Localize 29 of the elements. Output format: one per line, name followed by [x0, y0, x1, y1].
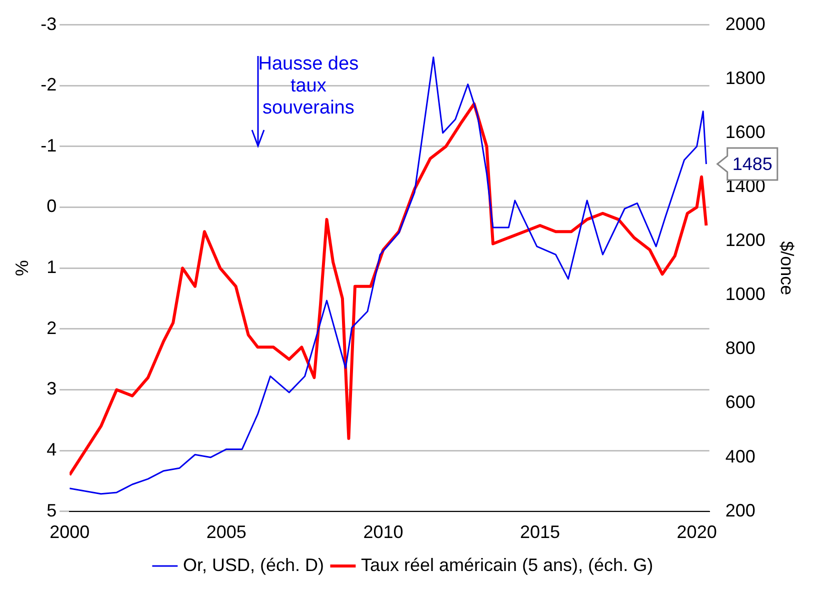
y-axis-title: %	[12, 260, 32, 276]
y-tick-label: 0	[46, 196, 57, 216]
y-tick-label: 1	[46, 257, 57, 278]
x-tick-label: 2015	[520, 522, 560, 542]
y2-axis-title: $/once	[777, 241, 798, 296]
y-tick-label: 2	[46, 318, 57, 338]
y-tick-label: -1	[40, 135, 57, 156]
y-tick-label: 5	[46, 500, 57, 520]
y2-tick-label: 2000	[725, 14, 766, 34]
data-label: 1485	[732, 154, 772, 174]
y2-tick-label: 800	[725, 338, 756, 358]
y2-tick-label: 400	[725, 446, 756, 466]
x-tick-label: 2010	[363, 522, 404, 542]
annotation: Hausse des taux souverains	[258, 54, 359, 119]
x-tick-label: 2005	[206, 522, 246, 542]
y2-tick-label: 1800	[725, 68, 766, 88]
y2-tick-label: 1600	[725, 122, 766, 142]
y-tick-label: -2	[40, 74, 57, 95]
y-tick-label: 4	[46, 440, 57, 460]
y-tick-label: -3	[40, 14, 57, 34]
y2-tick-label: 600	[725, 392, 756, 412]
legend-label: Or, USD, (éch. D)	[182, 554, 324, 575]
x-tick-label: 2000	[50, 522, 90, 542]
x-tick-label: 2020	[676, 522, 717, 542]
y-tick-label: 3	[46, 378, 57, 399]
y2-tick-label: 1200	[725, 230, 766, 250]
legend-label: Taux réel américain (5 ans), (éch. G)	[360, 554, 654, 575]
y2-tick-label: 1000	[725, 284, 766, 304]
y2-tick-label: 200	[725, 500, 756, 520]
